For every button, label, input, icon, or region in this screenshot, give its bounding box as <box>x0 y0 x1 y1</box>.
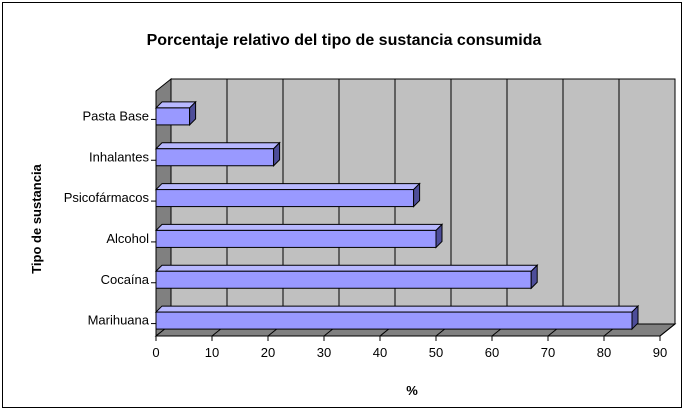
bar <box>155 189 415 208</box>
x-axis-title: % <box>406 383 418 398</box>
x-tick-label: 30 <box>317 345 331 360</box>
y-tick-label: Cocaína <box>101 272 150 287</box>
x-tick-label: 10 <box>205 345 219 360</box>
x-tick-label: 90 <box>653 345 667 360</box>
bar-end <box>631 304 639 331</box>
y-tick-label: Alcohol <box>106 231 149 246</box>
bar-top <box>154 305 640 313</box>
y-tick-label: Pasta Base <box>83 108 150 123</box>
bar-top <box>154 101 197 109</box>
bar-top <box>154 142 281 150</box>
bar <box>155 270 532 289</box>
bar-top <box>154 223 444 231</box>
bar-top <box>154 264 539 272</box>
plot-area: 0 10 20 30 40 50 60 70 80 90 Marihuana Cocaína Alcoh… <box>64 77 677 360</box>
y-tick-label: Marihuana <box>88 313 150 328</box>
bar-end <box>189 100 197 127</box>
x-tick-label: 60 <box>485 345 499 360</box>
bar <box>155 148 275 167</box>
x-tick-label: 40 <box>373 345 387 360</box>
bar-top <box>154 183 421 191</box>
bar-end <box>435 223 443 249</box>
bar-end <box>413 182 421 208</box>
x-tick-label: 20 <box>261 345 275 360</box>
bar-end <box>530 264 538 290</box>
bar-end <box>273 141 281 167</box>
bar <box>155 311 633 330</box>
y-tick-label: Inhalantes <box>89 149 149 164</box>
x-tick-label: 70 <box>541 345 555 360</box>
chart-title: Porcentaje relativo del tipo de sustanci… <box>147 32 542 49</box>
chart-frame: Porcentaje relativo del tipo de sustanci… <box>2 2 682 408</box>
x-tick-label: 50 <box>429 345 443 360</box>
x-tick-label: 0 <box>152 345 159 360</box>
x-tick-label: 80 <box>597 345 611 360</box>
y-tick-label: Psicofármacos <box>64 190 150 205</box>
bar <box>155 107 191 126</box>
bar <box>155 229 437 248</box>
y-axis-title: Tipo de sustancia <box>29 163 44 273</box>
bar-chart: Porcentaje relativo del tipo de sustanci… <box>29 32 677 398</box>
x-gridline-floor <box>659 323 676 337</box>
